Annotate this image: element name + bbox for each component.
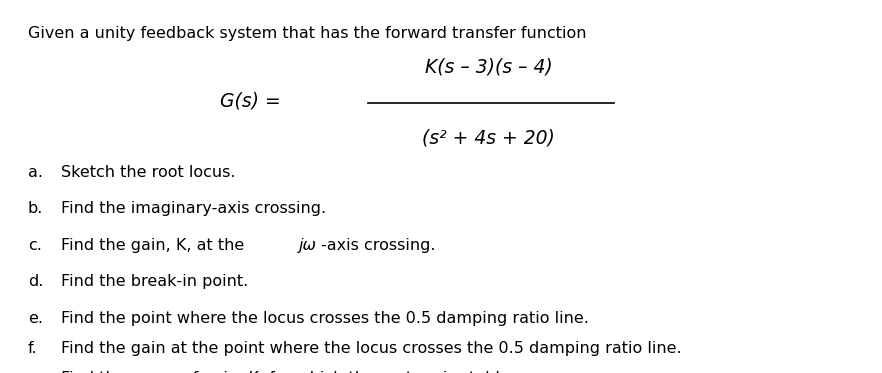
Text: Find the gain, K, at the: Find the gain, K, at the	[61, 238, 249, 253]
Text: (s² + 4s + 20): (s² + 4s + 20)	[422, 128, 555, 147]
Text: c.: c.	[28, 238, 41, 253]
Text: g.: g.	[28, 371, 43, 373]
Text: K(s – 3)(s – 4): K(s – 3)(s – 4)	[424, 58, 552, 77]
Text: Sketch the root locus.: Sketch the root locus.	[61, 164, 235, 179]
Text: Given a unity feedback system that has the forward transfer function: Given a unity feedback system that has t…	[28, 26, 587, 41]
Text: b.: b.	[28, 201, 43, 216]
Text: Find the range of gain, K, for which the system is stable.: Find the range of gain, K, for which the…	[61, 371, 514, 373]
Text: Find the imaginary-axis crossing.: Find the imaginary-axis crossing.	[61, 201, 325, 216]
Text: -axis crossing.: -axis crossing.	[321, 238, 436, 253]
Text: G(s) =: G(s) =	[220, 91, 281, 110]
Text: Find the gain at the point where the locus crosses the 0.5 damping ratio line.: Find the gain at the point where the loc…	[61, 341, 681, 356]
Text: f.: f.	[28, 341, 37, 356]
Text: d.: d.	[28, 274, 43, 289]
Text: Find the break-in point.: Find the break-in point.	[61, 274, 248, 289]
Text: jω: jω	[299, 238, 317, 253]
Text: Find the point where the locus crosses the 0.5 damping ratio line.: Find the point where the locus crosses t…	[61, 311, 588, 326]
Text: a.: a.	[28, 164, 43, 179]
Text: e.: e.	[28, 311, 43, 326]
